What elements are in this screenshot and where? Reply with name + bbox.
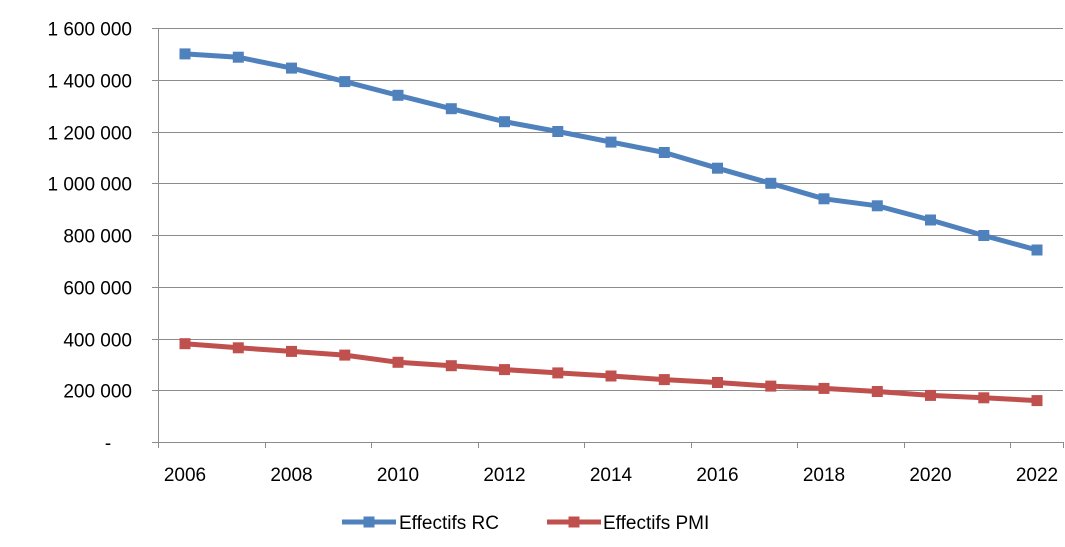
x-tick-label: 2014 [590, 465, 633, 486]
axes [152, 28, 1064, 448]
legend: Effectifs RC Effectifs PMI [342, 513, 709, 534]
data-point [978, 392, 990, 404]
data-point [605, 370, 617, 382]
x-tick-label: 2010 [377, 465, 419, 486]
legend-marker [363, 516, 375, 528]
data-point [871, 386, 883, 397]
data-point [658, 147, 670, 158]
data-point [552, 126, 564, 137]
data-point [871, 200, 883, 212]
data-point [712, 162, 723, 174]
x-tick-label: 2012 [483, 465, 525, 486]
data-point [818, 382, 830, 394]
x-tick-label: 2006 [164, 465, 206, 486]
series-2 [179, 338, 1043, 407]
legend-entry: Effectifs RC [342, 513, 499, 534]
x-tick-label: 2020 [909, 465, 951, 486]
legend-label: Effectifs RC [399, 513, 499, 534]
y-tick-label: 1 400 000 [47, 72, 132, 93]
data-point [232, 342, 244, 354]
data-point [658, 374, 670, 386]
legend-label: Effectifs PMI [603, 513, 709, 534]
data-point [818, 193, 830, 205]
series-1 [179, 48, 1043, 256]
data-point [179, 48, 191, 60]
y-tick-label: - [105, 434, 111, 455]
gridlines [158, 28, 1063, 391]
y-tick-label: 600 000 [63, 279, 132, 300]
data-point [712, 377, 723, 388]
y-axis-tick-labels: - 200 000 400 000 600 000 800 000 1 000 000 1 … [47, 20, 132, 455]
data-point [925, 214, 936, 226]
data-point [765, 380, 777, 392]
y-tick-label: 800 000 [63, 227, 132, 248]
data-point [765, 177, 777, 189]
data-point [339, 76, 351, 88]
y-tick-label: 200 000 [63, 382, 132, 403]
data-point [605, 136, 617, 148]
data-point [1031, 244, 1043, 256]
data-point [286, 345, 297, 357]
x-tick-label: 2016 [696, 465, 738, 486]
data-point [179, 338, 191, 350]
data-point [552, 367, 564, 379]
x-tick-label: 2018 [803, 465, 845, 486]
x-tick-label: 2022 [1016, 465, 1058, 486]
data-point [978, 230, 990, 241]
data-point [925, 389, 936, 401]
y-tick-label: 1 600 000 [47, 20, 132, 41]
legend-entry: Effectifs PMI [547, 513, 709, 534]
data-point [392, 356, 404, 368]
legend-marker [568, 516, 580, 528]
y-tick-label: 1 000 000 [47, 175, 132, 196]
data-point [499, 116, 510, 128]
data-point [499, 364, 510, 376]
x-axis-tick-labels: 2006 2008 2010 2012 2014 2016 2018 2020 2022 [164, 465, 1058, 486]
data-point [445, 360, 457, 372]
data-point [392, 89, 404, 101]
x-tick-label: 2008 [270, 465, 312, 486]
data-point [232, 51, 244, 63]
data-point [445, 103, 457, 115]
data-point [286, 62, 297, 74]
y-tick-label: 1 200 000 [47, 124, 132, 145]
y-tick-label: 400 000 [63, 331, 132, 352]
data-point [1031, 395, 1043, 407]
series [179, 48, 1043, 407]
data-point [339, 349, 351, 361]
series-line [182, 51, 1040, 253]
